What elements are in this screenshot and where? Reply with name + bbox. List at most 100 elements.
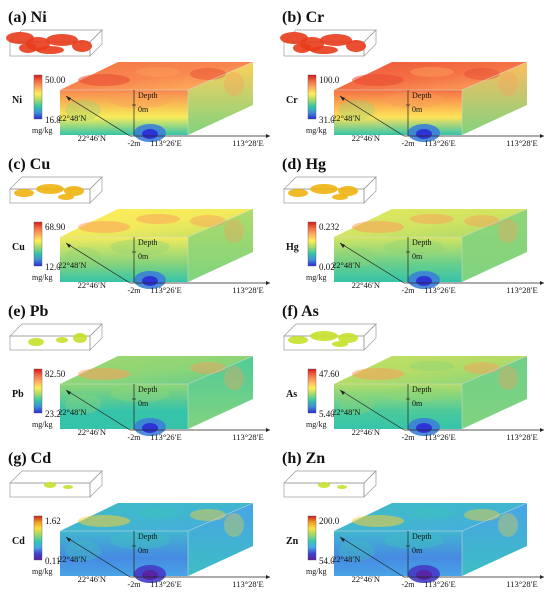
isosurface-blob [72, 40, 92, 52]
bottom-label: -2m [128, 139, 142, 148]
block-front-face [334, 384, 462, 429]
surface-patch [78, 221, 130, 233]
legend-element: Cu [12, 242, 25, 253]
surface-label: 0m [138, 399, 149, 408]
block-edge [187, 355, 254, 385]
panel-cu: (c) Cu 68.90 12.00 Cu mg/kg Depth 0m -2m 22°48′N… [8, 156, 270, 295]
legend-bar [307, 515, 317, 561]
latitude-axis [65, 242, 131, 284]
block-edge [461, 61, 528, 91]
legend-element: Cr [286, 95, 298, 106]
legend-element: Cd [12, 536, 25, 547]
longitude-label-east: 113°28′E [232, 579, 263, 589]
latitude-axis [339, 389, 405, 431]
isosurface-box-side [363, 176, 377, 204]
longitude-label-west: 113°26′E [424, 432, 455, 442]
surface-patch [464, 68, 500, 80]
block-edge [187, 208, 254, 238]
panel-element: Ni [31, 9, 48, 26]
latitude-arrow [66, 537, 71, 542]
surface-patch [190, 68, 226, 80]
surface-patch [224, 72, 244, 96]
color-legend: 68.90 12.00 Cu mg/kg [12, 221, 66, 282]
latitude-axis [339, 95, 405, 137]
legend-unit: mg/kg [306, 567, 326, 576]
panel-hg: (d) Hg 0.232 0.023 Hg mg/kg Depth 0m -2m 22°48′N… [282, 156, 544, 295]
axes [339, 384, 544, 432]
isosurface-blob [337, 485, 347, 489]
isosurface-blob [288, 336, 308, 344]
latitude-label-north: 22°48′N [58, 260, 86, 270]
legend-min: 31.00 [319, 115, 340, 125]
surface-patch [65, 394, 101, 414]
latitude-label-north: 22°48′N [332, 554, 360, 564]
surface-patch [410, 67, 454, 77]
depth-label: Depth [138, 532, 158, 541]
legend-bar [33, 74, 43, 120]
panel-cr: (b) Cr 100.0 31.00 Cr mg/kg Depth 0m -2m 22°48′N… [280, 9, 544, 148]
isosurface-box-side [89, 176, 103, 204]
isosurface-box [283, 470, 377, 498]
legend-max: 100.0 [319, 75, 340, 85]
isosurface-box [9, 470, 103, 498]
block-side-face [462, 209, 527, 282]
surface-patch [410, 361, 454, 371]
bottom-label: -2m [128, 580, 142, 589]
legend-element: Hg [286, 242, 299, 253]
surface-patch [224, 513, 244, 537]
legend-min: 12.00 [45, 262, 66, 272]
color-legend: 100.0 31.00 Cr mg/kg [286, 74, 340, 135]
low-value-core [142, 570, 158, 580]
latitude-arrow [66, 390, 71, 395]
surface-patch [110, 386, 170, 402]
depth-label: Depth [138, 91, 158, 100]
panel-as: (f) As 47.60 5.40 As mg/kg Depth 0m -2m 22°48′N 2… [282, 303, 544, 442]
panel-letter: (f) [282, 303, 298, 320]
isosurface-blob [320, 34, 352, 46]
surface-patch [339, 541, 375, 561]
latitude-arrow [340, 96, 345, 101]
surface-patch [384, 533, 444, 549]
surface-patch [78, 74, 130, 86]
legend-element: Ni [12, 95, 22, 106]
latitude-label-south: 22°46′N [78, 574, 106, 584]
surface-patch [352, 221, 404, 233]
legend-min: 16.80 [45, 115, 66, 125]
legend-bar [307, 368, 317, 414]
panel-element: As [301, 303, 319, 320]
latitude-arrow [66, 96, 71, 101]
surface-patch [190, 509, 226, 521]
longitude-arrow [540, 428, 544, 432]
legend-bar [307, 74, 317, 120]
axes [65, 384, 270, 432]
latitude-label-north: 22°48′N [332, 113, 360, 123]
surface-patch [352, 368, 404, 380]
color-legend: 82.50 23.20 Pb mg/kg [12, 368, 66, 429]
legend-max: 1.62 [45, 516, 61, 526]
latitude-arrow [66, 243, 71, 248]
latitude-label-north: 22°48′N [332, 407, 360, 417]
isosurface-box [283, 323, 377, 351]
legend-element: As [286, 389, 297, 400]
panel-letter: (b) [282, 9, 302, 26]
surface-label: 0m [412, 546, 423, 555]
panel-title: (h) Zn [282, 450, 325, 467]
low-value-core [416, 276, 432, 286]
panel-element: Cr [306, 9, 325, 26]
legend-bar [33, 221, 43, 267]
low-value-core [142, 129, 158, 139]
surface-patch [136, 214, 180, 224]
longitude-label-west: 113°26′E [150, 138, 181, 148]
surface-patch [498, 366, 518, 390]
block-3d [334, 502, 528, 583]
panel-title: (g) Cd [8, 450, 51, 467]
panel-letter: (d) [282, 156, 302, 173]
panel-title: (f) As [282, 303, 319, 320]
surface-patch [190, 362, 226, 374]
panel-title: (a) Ni [8, 9, 47, 26]
depth-label: Depth [412, 385, 432, 394]
surface-patch [498, 219, 518, 243]
isosurface-blob [310, 46, 338, 54]
isosurface-box-side [89, 29, 103, 57]
legend-min: 5.40 [319, 409, 335, 419]
